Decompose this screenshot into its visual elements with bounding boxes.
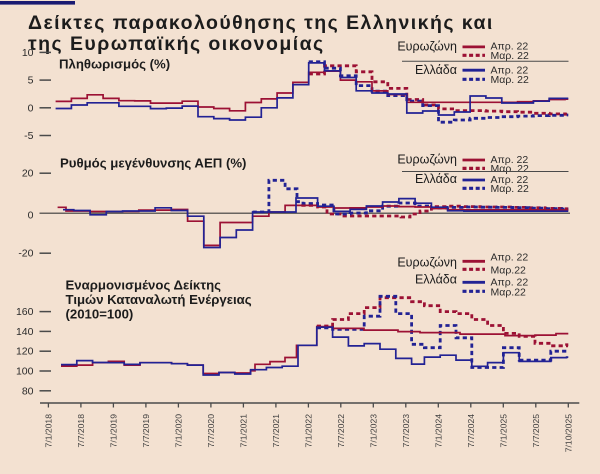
svg-text:100: 100 — [16, 366, 34, 378]
svg-text:Μαρ.22: Μαρ.22 — [491, 287, 527, 299]
svg-text:7/7/2019: 7/7/2019 — [141, 414, 151, 448]
svg-text:Απρ. 22: Απρ. 22 — [491, 174, 529, 186]
svg-text:7/7/2022: 7/7/2022 — [336, 414, 346, 448]
svg-text:Απρ. 22: Απρ. 22 — [491, 251, 529, 263]
svg-text:7/1/2018: 7/1/2018 — [44, 414, 54, 448]
svg-text:120: 120 — [16, 346, 34, 358]
svg-text:20: 20 — [22, 168, 34, 180]
svg-text:Ευρωζώνη: Ευρωζώνη — [397, 40, 457, 54]
svg-text:10: 10 — [22, 47, 34, 59]
svg-text:Μαρ. 22: Μαρ. 22 — [491, 183, 529, 195]
svg-text:-20: -20 — [18, 248, 33, 260]
svg-text:-5: -5 — [24, 130, 33, 142]
svg-text:7/1/2019: 7/1/2019 — [109, 414, 119, 448]
svg-text:Μαρ. 22: Μαρ. 22 — [491, 50, 529, 62]
svg-text:Ρυθμός μεγένθυνσης ΑΕΠ (%): Ρυθμός μεγένθυνσης ΑΕΠ (%) — [60, 156, 246, 171]
svg-text:7/7/2021: 7/7/2021 — [271, 414, 281, 448]
svg-text:7/1/2020: 7/1/2020 — [174, 414, 184, 448]
svg-text:Ελλάδα: Ελλάδα — [415, 63, 457, 77]
svg-text:7/7/2023: 7/7/2023 — [401, 414, 411, 448]
svg-text:(2010=100): (2010=100) — [66, 307, 134, 322]
svg-text:Μαρ.22: Μαρ.22 — [491, 265, 527, 277]
svg-text:Ελλάδα: Ελλάδα — [415, 273, 457, 287]
svg-text:Δείκτες παρακολούθησης της Ελ: Δείκτες παρακολούθησης της Ελληνικής και — [28, 12, 494, 34]
svg-text:της Ευρωπαϊκής οικονομίας: της Ευρωπαϊκής οικονομίας — [28, 33, 325, 55]
svg-text:Απρ. 22: Απρ. 22 — [491, 277, 529, 289]
svg-text:Μαρ. 22: Μαρ. 22 — [491, 74, 529, 86]
svg-text:Ελλάδα: Ελλάδα — [415, 172, 457, 186]
svg-text:160: 160 — [16, 306, 34, 318]
svg-text:Ευρωζώνη: Ευρωζώνη — [397, 256, 457, 270]
svg-text:5: 5 — [28, 75, 34, 87]
svg-text:Τιμών Καταναλωτή Ενέργειας: Τιμών Καταναλωτή Ενέργειας — [66, 292, 252, 307]
svg-text:7/1/2025: 7/1/2025 — [499, 414, 509, 448]
svg-text:7/10/2025: 7/10/2025 — [564, 414, 574, 452]
svg-text:7/1/2023: 7/1/2023 — [369, 414, 379, 448]
svg-text:7/7/2024: 7/7/2024 — [466, 414, 476, 448]
svg-text:Απρ. 22: Απρ. 22 — [491, 40, 529, 52]
svg-text:0: 0 — [28, 209, 34, 221]
svg-text:Ευρωζώνη: Ευρωζώνη — [397, 153, 457, 167]
svg-text:7/1/2024: 7/1/2024 — [434, 414, 444, 448]
svg-text:0: 0 — [28, 102, 34, 114]
svg-text:80: 80 — [22, 385, 34, 397]
svg-text:7/7/2018: 7/7/2018 — [76, 414, 86, 448]
svg-text:7/1/2021: 7/1/2021 — [239, 414, 249, 448]
svg-text:Εναρμονισμένος Δείκτης: Εναρμονισμένος Δείκτης — [66, 278, 222, 293]
svg-text:Πληθωρισμός (%): Πληθωρισμός (%) — [59, 57, 170, 72]
svg-text:Απρ. 22: Απρ. 22 — [491, 154, 529, 166]
svg-text:7/7/2025: 7/7/2025 — [531, 414, 541, 448]
svg-text:7/7/2020: 7/7/2020 — [206, 414, 216, 448]
svg-text:7/1/2022: 7/1/2022 — [304, 414, 314, 448]
svg-text:Απρ. 22: Απρ. 22 — [491, 64, 529, 76]
svg-text:140: 140 — [16, 326, 34, 338]
